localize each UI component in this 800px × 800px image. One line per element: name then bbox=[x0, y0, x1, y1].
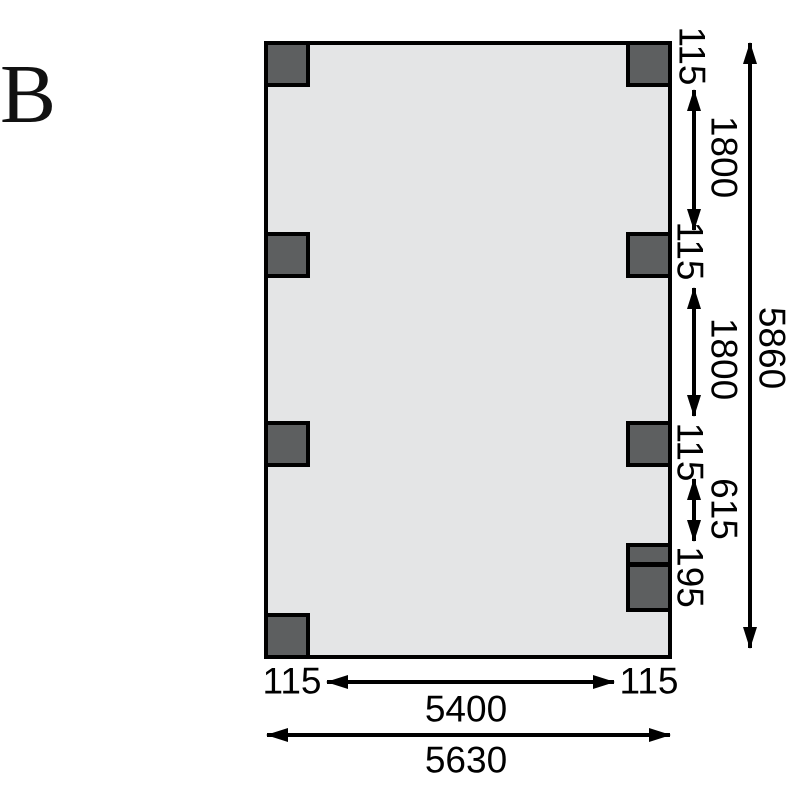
post-top-right bbox=[626, 41, 672, 87]
dim-label-right-615: 615 bbox=[703, 478, 745, 540]
post-middle-right-lower bbox=[626, 421, 672, 467]
post-double-divider bbox=[630, 562, 668, 567]
post-bottom-left bbox=[264, 613, 310, 659]
post-top-left bbox=[264, 41, 310, 87]
dim-label-right-115-mid1: 115 bbox=[669, 221, 711, 281]
dim-label-bottom-5400: 5400 bbox=[424, 688, 508, 730]
variant-label: B bbox=[0, 48, 57, 141]
post-double-right bbox=[626, 543, 672, 612]
dim-label-bottom-115-right: 115 bbox=[619, 660, 679, 702]
dim-label-right-195: 195 bbox=[669, 546, 711, 608]
dim-label-right-1800-upper: 1800 bbox=[703, 115, 745, 199]
dim-label-bottom-total-5630: 5630 bbox=[424, 739, 508, 781]
post-middle-left-upper bbox=[264, 232, 310, 278]
dim-label-right-1800-lower: 1800 bbox=[703, 317, 745, 401]
dim-label-right-115-mid2: 115 bbox=[669, 422, 711, 482]
dim-label-right-115-top: 115 bbox=[671, 26, 713, 86]
post-middle-right-upper bbox=[626, 232, 672, 278]
post-middle-left-lower bbox=[264, 421, 310, 467]
dim-label-right-total-5860: 5860 bbox=[751, 306, 793, 390]
dim-label-bottom-115-left: 115 bbox=[262, 660, 322, 702]
deck-outline bbox=[264, 41, 672, 659]
